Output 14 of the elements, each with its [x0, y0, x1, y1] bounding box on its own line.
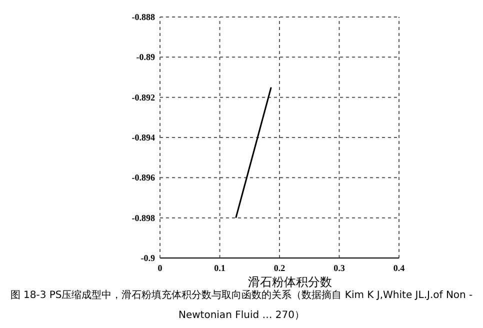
x-tick-label: 0.4: [393, 263, 406, 273]
x-tick-label: 0: [158, 263, 163, 273]
y-tick-label: -0.898: [132, 212, 156, 223]
x-axis-title: 滑石粉体积分数: [248, 275, 332, 289]
y-tick-label: -0.894: [132, 132, 156, 142]
y-tick-label: -0.888: [132, 12, 156, 22]
y-tick-label: -0.9: [140, 253, 156, 263]
x-tick-label: 0.2: [274, 263, 286, 273]
y-tick-label: -0.892: [132, 92, 156, 102]
caption: 图 18-3 PS压缩成型中，滑石粉填充体积分数与取向函数的关系（数据摘自 Kim K J,White JL.J.of Non - Newtonian Fluid … 270）: [10, 290, 473, 321]
y-tick-label: -0.89: [136, 52, 156, 62]
x-tick-label: 0.1: [214, 263, 226, 273]
x-tick-label: 0.3: [334, 263, 346, 273]
y-tick-label: -0.896: [132, 172, 156, 183]
